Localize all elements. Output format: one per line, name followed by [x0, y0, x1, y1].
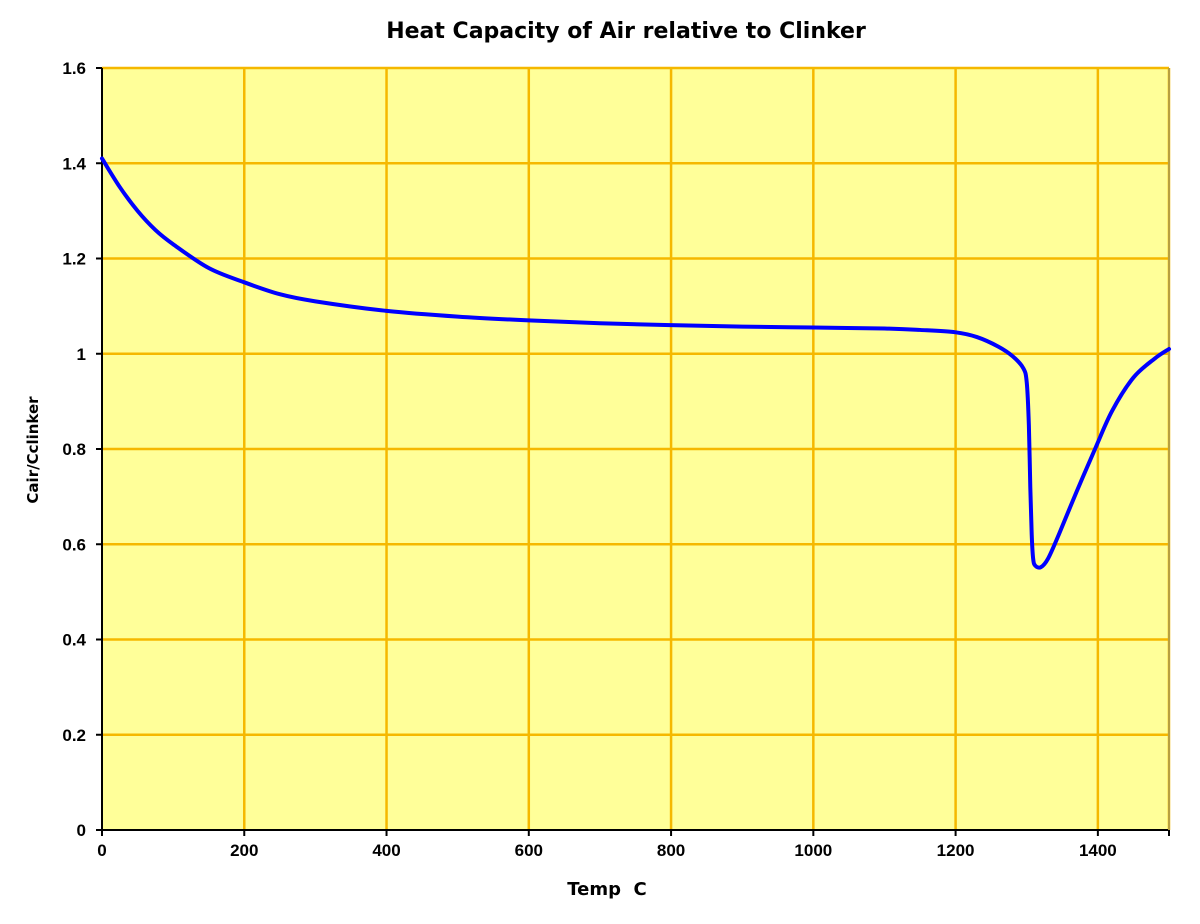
y-tick-label: 1.2: [62, 250, 86, 269]
x-tick-label: 0: [97, 841, 106, 860]
y-tick-label: 0: [77, 821, 86, 840]
x-tick-label: 600: [515, 841, 543, 860]
y-tick-labels: 0 0.2 0.4 0.6 0.8 1 1.2 1.4 1.6: [62, 59, 86, 840]
x-tick-label: 200: [230, 841, 258, 860]
y-tick-label: 1.4: [62, 154, 86, 173]
y-tick-label: 0.2: [62, 726, 86, 745]
y-tick-label: 1.6: [62, 59, 86, 78]
x-tick-label: 400: [372, 841, 400, 860]
y-tick-label: 1: [77, 345, 86, 364]
y-tick-label: 0.6: [62, 535, 86, 554]
x-tick-labels: 0 200 400 600 800 1000 1200 1400: [97, 841, 1117, 860]
y-axis-label: Cair/Cclinker: [24, 396, 42, 504]
chart-title: Heat Capacity of Air relative to Clinker: [386, 19, 866, 44]
x-tick-label: 1000: [794, 841, 832, 860]
x-tick-label: 1200: [937, 841, 975, 860]
y-tick-label: 0.8: [62, 440, 86, 459]
x-axis-label: Temp C: [567, 879, 646, 900]
axes: [96, 67, 1170, 836]
series-points: [101, 158, 1170, 568]
x-tick-label: 1400: [1079, 841, 1117, 860]
x-tick-label: 800: [657, 841, 685, 860]
y-tick-label: 0.4: [62, 631, 86, 650]
